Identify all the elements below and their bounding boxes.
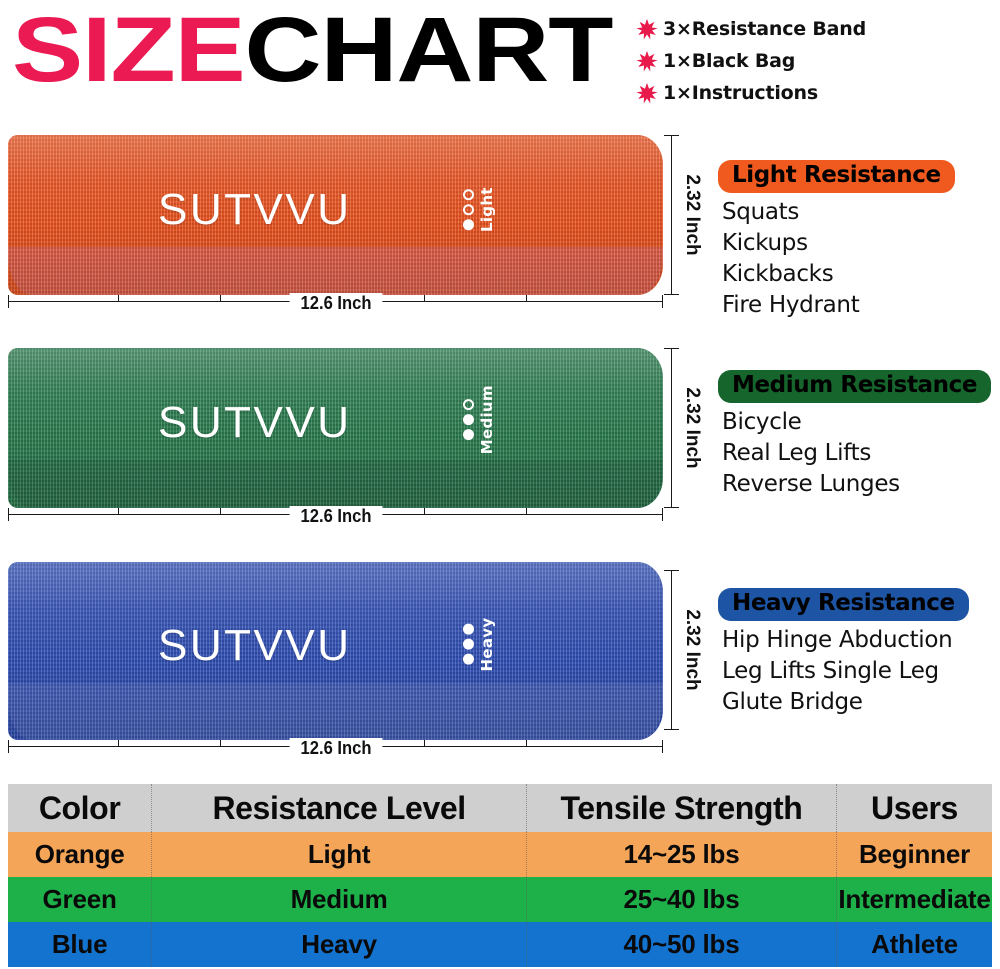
page-title: SIZECHART	[12, 0, 614, 102]
title-size-word: SIZE	[12, 0, 246, 101]
width-label: 12.6 Inch	[289, 738, 382, 759]
cell-tensile-strength: 14~25 lbs	[526, 832, 837, 877]
starburst-icon	[636, 82, 658, 104]
list-item: 1×Black Bag	[636, 45, 996, 77]
cell-color: Green	[8, 877, 153, 922]
cell-users: Intermediate	[838, 884, 991, 914]
cell-resistance-level: Light	[151, 832, 527, 877]
status-badge: Medium Resistance	[718, 370, 992, 403]
height-label: 2.32 Inch	[682, 174, 703, 256]
height-label: 2.32 Inch	[682, 387, 703, 469]
table-row: Green Medium 25~40 lbs Intermediate	[8, 877, 992, 922]
column-header-color: Color	[8, 784, 153, 832]
kit-contents-list: 3×Resistance Band 1×Black Bag 1×Instruct…	[636, 13, 996, 109]
table-row: Blue Heavy 40~50 lbs Athlete	[8, 922, 992, 967]
title-chart-word: CHART	[244, 0, 614, 101]
width-dimension-light: 12.6 Inch	[8, 293, 663, 329]
cell-resistance-level: Heavy	[151, 922, 527, 967]
panel-heavy-resistance: Heavy Resistance Hip Hinge Abduction Leg…	[718, 588, 1000, 718]
table-row: Orange Light 14~25 lbs Beginner	[8, 832, 992, 877]
status-badge: Heavy Resistance	[718, 588, 969, 621]
cell-tensile-strength: 40~50 lbs	[526, 922, 837, 967]
column-header-users: Users	[836, 784, 992, 832]
list-item: Bicycle	[722, 409, 802, 435]
exercise-list-heavy: Hip Hinge Abduction Leg Lifts Single Leg…	[718, 625, 1000, 718]
cell-users: Athlete	[871, 929, 958, 959]
specification-table: Color Resistance Level Tensile Strength …	[8, 784, 992, 967]
column-header-tensile-strength: Tensile Strength	[526, 784, 837, 832]
kit-item-label: 1×Instructions	[663, 82, 818, 104]
panel-light-resistance: Light Resistance Squats Kickups Kickback…	[718, 160, 1000, 321]
height-label: 2.32 Inch	[682, 609, 703, 691]
exercise-list-light: Squats Kickups Kickbacks Fire Hydrant	[718, 197, 1000, 321]
resistance-band-orange: SUTVVU Light	[8, 135, 663, 295]
column-header-resistance-level: Resistance Level	[151, 784, 527, 832]
starburst-icon	[636, 50, 658, 72]
height-dimension-light: 2.32 Inch	[663, 135, 723, 295]
kit-item-label: 1×Black Bag	[663, 50, 796, 72]
list-item: 3×Resistance Band	[636, 13, 996, 45]
list-item: Glute Bridge	[722, 689, 863, 715]
height-dimension-medium: 2.32 Inch	[663, 348, 723, 508]
header: SIZECHART 3×Resistance Band 1×Black Bag …	[0, 0, 1000, 122]
list-item: Reverse Lunges	[722, 471, 900, 497]
cell-users: Beginner	[858, 839, 971, 869]
cell-resistance-level: Medium	[151, 877, 527, 922]
height-dimension-heavy: 2.32 Inch	[663, 570, 723, 730]
list-item: Real Leg Lifts	[722, 440, 872, 466]
width-label: 12.6 Inch	[289, 506, 382, 527]
cell-color: Blue	[8, 922, 153, 967]
panel-medium-resistance: Medium Resistance Bicycle Real Leg Lifts…	[718, 370, 1000, 500]
table-header-row: Color Resistance Level Tensile Strength …	[8, 784, 992, 832]
list-item: 1×Instructions	[636, 77, 996, 109]
resistance-band-green: SUTVVU Medium	[8, 348, 663, 508]
exercise-list-medium: Bicycle Real Leg Lifts Reverse Lunges	[718, 407, 1000, 500]
list-item: Squats	[722, 199, 800, 225]
cell-tensile-strength: 25~40 lbs	[526, 877, 837, 922]
status-badge: Light Resistance	[718, 160, 955, 193]
list-item: Leg Lifts Single Leg	[722, 658, 939, 684]
list-item: Fire Hydrant	[722, 292, 860, 318]
kit-item-label: 3×Resistance Band	[663, 18, 867, 40]
cell-color: Orange	[8, 832, 153, 877]
width-dimension-heavy: 12.6 Inch	[8, 738, 663, 774]
list-item: Kickbacks	[722, 261, 834, 287]
list-item: Hip Hinge Abduction	[722, 627, 953, 653]
resistance-band-blue: SUTVVU Heavy	[8, 562, 663, 740]
list-item: Kickups	[722, 230, 808, 256]
starburst-icon	[636, 18, 658, 40]
width-dimension-medium: 12.6 Inch	[8, 506, 663, 542]
width-label: 12.6 Inch	[289, 293, 382, 314]
